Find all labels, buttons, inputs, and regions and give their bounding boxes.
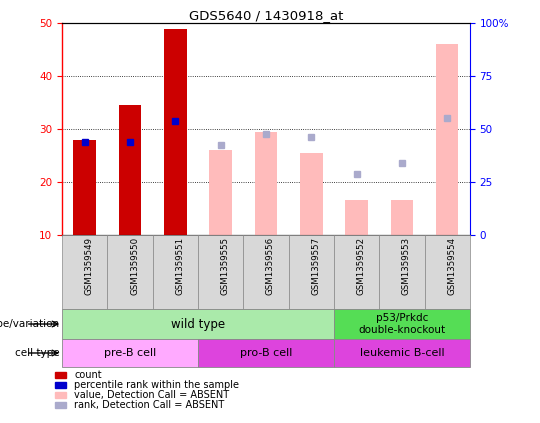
- Bar: [345, 201, 368, 235]
- Text: GSM1359554: GSM1359554: [447, 237, 456, 295]
- Text: GSM1359553: GSM1359553: [402, 237, 411, 295]
- Text: GSM1359552: GSM1359552: [356, 237, 366, 295]
- Bar: [390, 201, 413, 235]
- Text: genotype/variation: genotype/variation: [0, 319, 59, 329]
- Bar: [210, 150, 232, 235]
- FancyBboxPatch shape: [198, 339, 334, 367]
- FancyBboxPatch shape: [198, 235, 244, 309]
- Bar: [56, 392, 66, 398]
- FancyBboxPatch shape: [424, 235, 470, 309]
- Text: pro-B cell: pro-B cell: [240, 348, 292, 358]
- Bar: [56, 402, 66, 408]
- Text: GSM1359557: GSM1359557: [311, 237, 320, 295]
- Bar: [255, 132, 277, 235]
- Bar: [73, 140, 96, 235]
- Bar: [164, 29, 187, 235]
- Text: rank, Detection Call = ABSENT: rank, Detection Call = ABSENT: [75, 400, 225, 410]
- FancyBboxPatch shape: [244, 235, 288, 309]
- Text: GSM1359549: GSM1359549: [85, 237, 94, 295]
- FancyBboxPatch shape: [62, 309, 334, 339]
- Text: GSM1359550: GSM1359550: [130, 237, 139, 295]
- Text: GSM1359556: GSM1359556: [266, 237, 275, 295]
- Bar: [56, 372, 66, 378]
- FancyBboxPatch shape: [334, 309, 470, 339]
- FancyBboxPatch shape: [334, 339, 470, 367]
- Bar: [56, 382, 66, 387]
- Title: GDS5640 / 1430918_at: GDS5640 / 1430918_at: [189, 9, 343, 22]
- Text: GSM1359555: GSM1359555: [221, 237, 230, 295]
- Text: GSM1359551: GSM1359551: [176, 237, 184, 295]
- Bar: [300, 153, 322, 235]
- Text: cell type: cell type: [15, 348, 59, 358]
- Text: pre-B cell: pre-B cell: [104, 348, 156, 358]
- FancyBboxPatch shape: [62, 235, 107, 309]
- Text: count: count: [75, 370, 102, 380]
- FancyBboxPatch shape: [379, 235, 424, 309]
- Text: percentile rank within the sample: percentile rank within the sample: [75, 380, 239, 390]
- FancyBboxPatch shape: [153, 235, 198, 309]
- Text: p53/Prkdc
double-knockout: p53/Prkdc double-knockout: [358, 313, 446, 335]
- Text: leukemic B-cell: leukemic B-cell: [360, 348, 444, 358]
- Bar: [119, 105, 141, 235]
- FancyBboxPatch shape: [107, 235, 153, 309]
- Text: value, Detection Call = ABSENT: value, Detection Call = ABSENT: [75, 390, 230, 400]
- Bar: [436, 44, 458, 235]
- FancyBboxPatch shape: [334, 235, 379, 309]
- FancyBboxPatch shape: [62, 339, 198, 367]
- FancyBboxPatch shape: [288, 235, 334, 309]
- Text: wild type: wild type: [171, 318, 225, 330]
